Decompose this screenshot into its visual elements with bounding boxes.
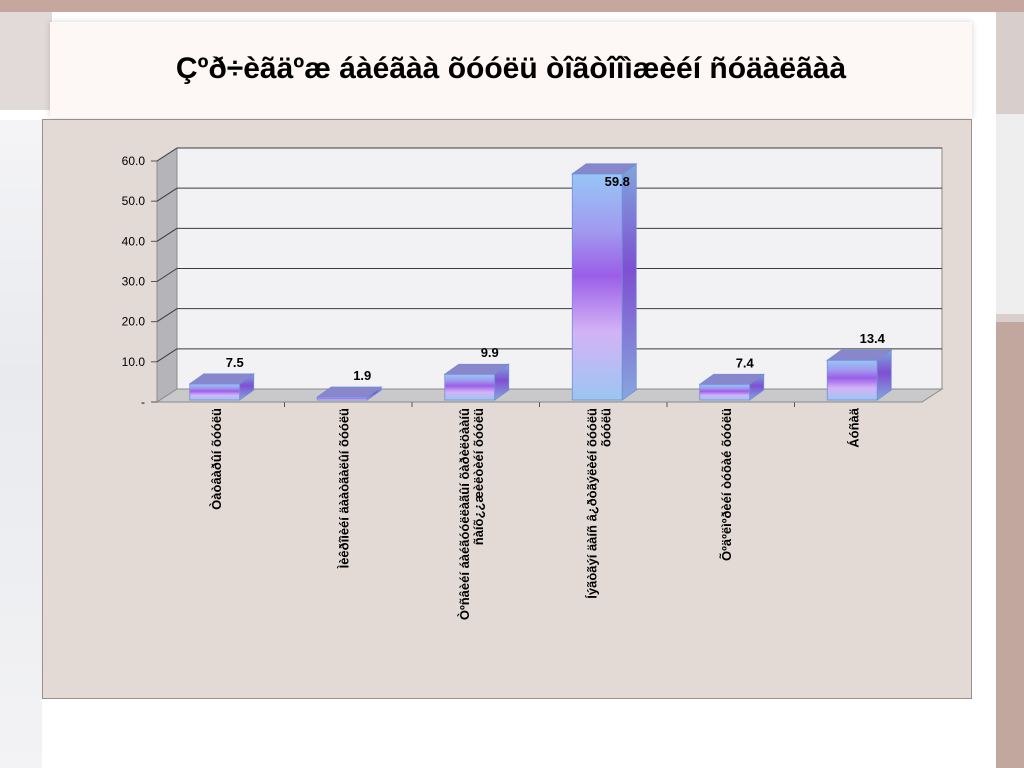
left-decor-background xyxy=(0,120,42,768)
bar-front xyxy=(699,383,751,401)
slide-title: Çºð÷èãäºæ áàéãàà õóóëü òîãòîîìæèéí ñóäàë… xyxy=(175,52,847,85)
category-label: Õºäºëìºðèéí òóõàé õóóëü xyxy=(719,408,734,561)
bar-top xyxy=(571,163,638,175)
data-label: 7.4 xyxy=(736,355,755,370)
y-tick-label: 30.0 xyxy=(122,275,146,289)
bar xyxy=(826,349,893,401)
bar-front xyxy=(571,173,623,401)
category-label: Ìèêðîìèéí äààòãàëûí õóóëü xyxy=(336,408,351,569)
category-label-line: Õºäºëìºðèéí òóõàé õóóëü xyxy=(719,408,734,561)
bar-front xyxy=(189,383,241,401)
gridline-side xyxy=(156,268,178,282)
data-label: 59.8 xyxy=(605,174,630,189)
category-label: Íýãòãýí äàíñ â¿ðòãýëèéí õóóëüõóóëü xyxy=(584,408,613,599)
left-decor-block xyxy=(0,12,52,110)
y-tick-label: 40.0 xyxy=(122,234,146,248)
category-label-line: Ìèêðîìèéí äààòãàëûí õóóëü xyxy=(336,408,351,569)
category-label: Áóñàä xyxy=(846,407,861,448)
data-label: 1.9 xyxy=(353,368,371,383)
category-label-line: Òàòâàðûí õóóëü xyxy=(209,408,224,510)
bar xyxy=(316,386,383,401)
category-label-line: Òºñâèéí áàéãóóëëàãûí õàðèëöààíû xyxy=(457,408,472,620)
category-label-line: Íýãòãýí äàíñ â¿ðòãýëèéí õóóëü xyxy=(584,408,599,599)
bar-top xyxy=(188,373,255,385)
bar xyxy=(188,373,255,401)
bar-front xyxy=(826,359,878,401)
data-label: 7.5 xyxy=(226,355,244,370)
category-label-line: ñàíõ¿¿æèëòèéí õóóëü xyxy=(471,408,486,545)
y-tick-label: 60.0 xyxy=(122,154,146,168)
bar-front xyxy=(444,373,496,401)
chart-floor xyxy=(155,388,944,403)
y-tick-label: 10.0 xyxy=(122,355,146,369)
gridline-side xyxy=(156,308,178,323)
bar-front xyxy=(316,396,368,401)
y-tick-label: - xyxy=(141,395,145,409)
title-box: Çºð÷èãäºæ áàéãàà õóóëü òîãòîîìæèéí ñóäàë… xyxy=(50,22,972,118)
category-label: Òàòâàðûí õóóëü xyxy=(209,408,224,510)
chart-area: - 10.0 20.0 30.0 40.0 50.0 60.0 7.5 1.9 9.9 59.8 7… xyxy=(42,119,972,699)
y-tick-label: 20.0 xyxy=(122,315,146,329)
bar-top xyxy=(698,373,765,385)
bar xyxy=(443,363,510,401)
bar-top xyxy=(316,386,383,398)
data-label: 13.4 xyxy=(860,331,886,346)
right-decor-panel-lower xyxy=(996,322,1024,768)
top-decor-band xyxy=(0,0,1024,12)
category-label-line: õóóëü xyxy=(598,408,613,447)
bar xyxy=(698,373,765,401)
bar-chart: - 10.0 20.0 30.0 40.0 50.0 60.0 7.5 1.9 9.9 59.8 7… xyxy=(122,147,944,620)
right-decor-panel xyxy=(996,114,1024,314)
y-tick-label: 50.0 xyxy=(122,194,146,208)
gridline-side xyxy=(156,227,178,242)
gridline-side xyxy=(156,348,178,363)
bar-side xyxy=(621,163,637,401)
bar-top xyxy=(443,363,510,375)
bar-top xyxy=(826,349,893,361)
category-label: Òºñâèéí áàéãóóëëàãûí õàðèëöààíûñàíõ¿¿æèë… xyxy=(457,408,486,620)
bar xyxy=(571,163,638,401)
gridline-side xyxy=(156,187,178,202)
gridline-side xyxy=(156,147,178,162)
data-label: 9.9 xyxy=(481,345,499,360)
category-label-line: Áóñàä xyxy=(846,407,861,448)
